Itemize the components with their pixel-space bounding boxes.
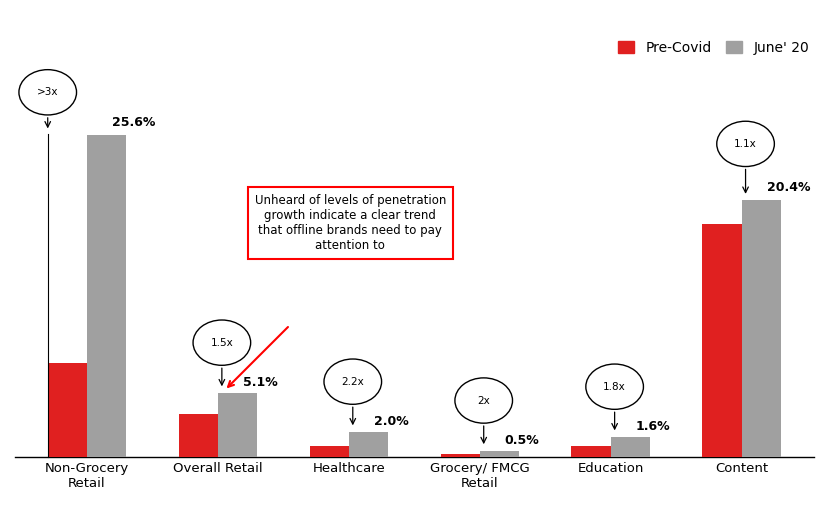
Bar — [440, 454, 480, 457]
Text: 1.1x: 1.1x — [734, 139, 757, 149]
Text: 20.4%: 20.4% — [766, 181, 810, 194]
Text: 1.6%: 1.6% — [636, 420, 671, 433]
Text: 0.5%: 0.5% — [505, 434, 540, 447]
Text: 2x: 2x — [477, 395, 490, 406]
Text: 25.6%: 25.6% — [112, 116, 155, 129]
Text: 5.1%: 5.1% — [243, 376, 278, 389]
Bar — [741, 200, 781, 457]
Bar — [349, 432, 388, 457]
Bar — [309, 446, 349, 457]
Bar — [218, 393, 257, 457]
Bar — [480, 451, 519, 457]
Bar — [87, 135, 126, 457]
Text: 2.2x: 2.2x — [341, 377, 364, 387]
Text: 1.8x: 1.8x — [603, 382, 626, 392]
Bar — [571, 446, 610, 457]
Text: >3x: >3x — [37, 87, 58, 97]
Bar — [178, 415, 218, 457]
Text: 2.0%: 2.0% — [374, 415, 409, 428]
Text: Unheard of levels of penetration
growth indicate a clear trend
that offline bran: Unheard of levels of penetration growth … — [254, 194, 446, 252]
Bar — [702, 224, 741, 457]
Legend: Pre-Covid, June' 20: Pre-Covid, June' 20 — [612, 35, 815, 60]
Text: 1.5x: 1.5x — [210, 338, 234, 347]
Bar — [48, 363, 87, 457]
Bar — [610, 437, 650, 457]
